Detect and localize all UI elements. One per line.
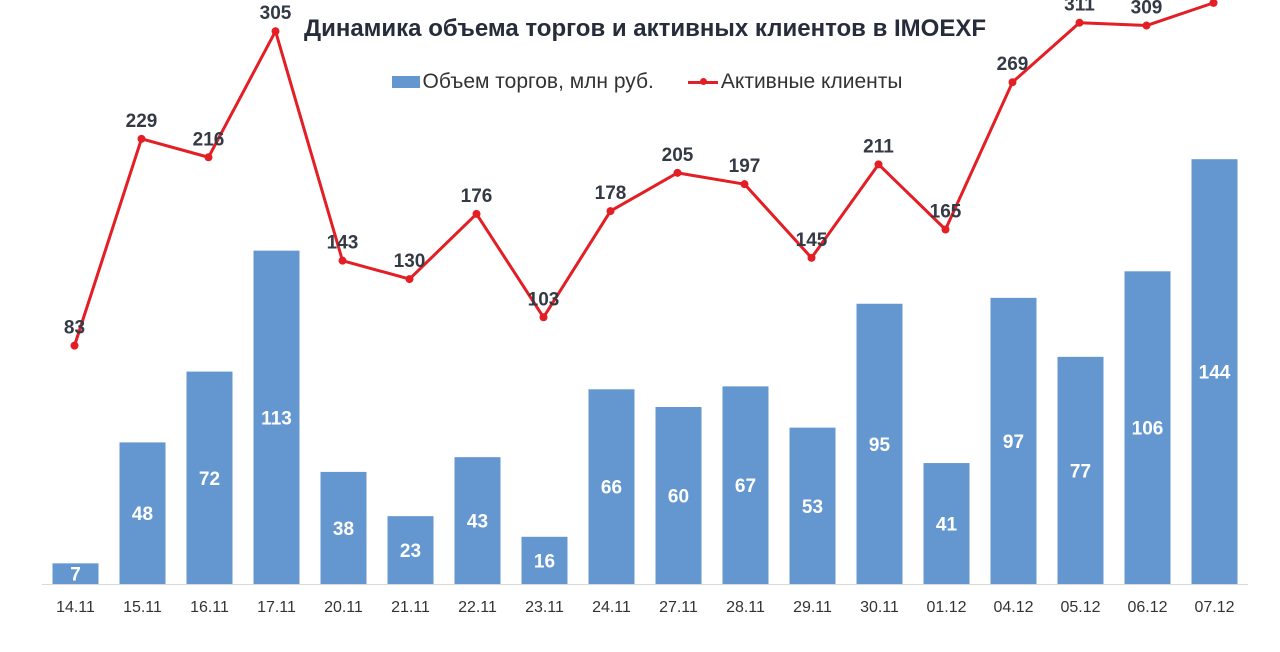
line-value-label: 178: [595, 183, 627, 204]
line-value-label: 83: [64, 318, 85, 339]
bar-value-label: 95: [869, 435, 891, 456]
bar: [387, 516, 434, 584]
bar: [923, 463, 970, 584]
bar-value-label: 113: [261, 408, 292, 429]
line-value-label: 311: [1064, 0, 1095, 16]
bar-value-label: 60: [668, 487, 689, 508]
bar-value-label: 23: [400, 541, 421, 562]
x-tick-label: 07.12: [1194, 599, 1234, 616]
line-point: [1075, 18, 1084, 27]
line-value-label: 205: [662, 145, 694, 166]
bar-value-label: 72: [199, 469, 220, 490]
bar: [789, 427, 836, 584]
bar: [186, 371, 233, 584]
x-tick-label: 23.11: [525, 599, 564, 616]
bar: [521, 536, 568, 584]
x-tick-label: 06.12: [1127, 599, 1167, 616]
x-tick-label: 30.11: [860, 599, 899, 616]
line-point: [338, 256, 347, 265]
bar: [119, 442, 166, 584]
line-point: [1008, 78, 1017, 87]
bar: [253, 250, 300, 584]
bar: [1124, 271, 1171, 584]
bar: [856, 303, 903, 584]
x-tick-label: 21.11: [391, 599, 430, 616]
line-point: [137, 134, 146, 143]
legend-label-volume: Объем торгов, млн руб.: [422, 70, 654, 93]
x-tick-label: 01.12: [926, 599, 966, 616]
bar-value-label: 16: [534, 551, 555, 572]
x-tick-label: 14.11: [56, 599, 95, 616]
line-value-label: 305: [260, 3, 292, 24]
bar: [52, 563, 99, 584]
bar: [722, 386, 769, 584]
bar-value-label: 41: [936, 515, 958, 536]
line-point: [204, 153, 213, 162]
line-value-label: 103: [528, 289, 560, 310]
bar: [588, 389, 635, 584]
line-point: [1209, 0, 1218, 7]
legend-item-clients: Активные клиенты: [687, 70, 903, 94]
line-value-label: 197: [729, 156, 761, 177]
line-value-label: 269: [997, 54, 1029, 75]
line-value-label: 145: [796, 230, 828, 251]
bar: [990, 297, 1037, 584]
line-point: [1142, 21, 1151, 30]
line-value-label: 211: [863, 136, 894, 157]
x-tick-label: 27.11: [659, 599, 698, 616]
bar-value-label: 7: [70, 565, 81, 586]
legend: Объем торгов, млн руб. Активные клиенты: [0, 70, 1280, 94]
line-point: [70, 341, 79, 350]
bar-value-label: 77: [1070, 461, 1091, 482]
legend-label-clients: Активные клиенты: [720, 70, 903, 93]
bar-value-label: 97: [1003, 432, 1024, 453]
x-tick-label: 16.11: [190, 599, 229, 616]
legend-line-swatch: [687, 77, 718, 85]
x-tick-label: 15.11: [123, 599, 162, 616]
bar: [320, 471, 367, 584]
bar-value-label: 106: [1132, 419, 1164, 440]
line-point: [539, 313, 548, 322]
line-value-label: 165: [930, 201, 962, 222]
bar-value-label: 66: [601, 478, 622, 499]
line-value-label: 130: [394, 251, 426, 272]
line-point: [405, 275, 414, 284]
x-tick-label: 20.11: [324, 599, 363, 616]
line-point: [606, 207, 615, 216]
line-point: [740, 180, 749, 189]
line-value-label: 229: [126, 111, 158, 132]
bar-value-label: 43: [467, 512, 488, 533]
line-value-label: 216: [193, 129, 225, 150]
bar: [655, 407, 702, 584]
legend-item-volume: Объем торгов, млн руб.: [391, 70, 654, 94]
chart-title: Динамика объема торгов и активных клиент…: [303, 15, 987, 42]
line-point: [673, 168, 682, 177]
x-tick-label: 24.11: [592, 599, 631, 616]
x-tick-label: 28.11: [726, 599, 765, 616]
line-point: [472, 209, 481, 218]
x-tick-label: 29.11: [793, 599, 832, 616]
bar-value-label: 144: [1199, 363, 1231, 384]
bar-value-label: 67: [735, 476, 756, 497]
line-point: [271, 27, 280, 36]
line-point: [874, 160, 883, 169]
x-tick-label: 04.12: [993, 599, 1033, 616]
line-value-label: 309: [1131, 0, 1163, 19]
x-tick-label: 17.11: [257, 599, 296, 616]
bar: [1057, 356, 1104, 584]
legend-bar-swatch: [391, 76, 420, 88]
bar-value-label: 53: [802, 497, 823, 518]
bar-value-label: 48: [132, 504, 153, 525]
x-tick-label: 05.12: [1060, 599, 1100, 616]
x-tick-label: 22.11: [458, 599, 497, 616]
bar: [1191, 159, 1238, 584]
line-point: [807, 253, 816, 262]
line-value-label: 176: [461, 186, 493, 207]
line-series-clients: [73, 1, 1214, 347]
line-value-label: 143: [327, 233, 359, 254]
bar-value-label: 38: [333, 519, 354, 540]
line-point: [941, 225, 950, 234]
bar: [454, 457, 501, 584]
